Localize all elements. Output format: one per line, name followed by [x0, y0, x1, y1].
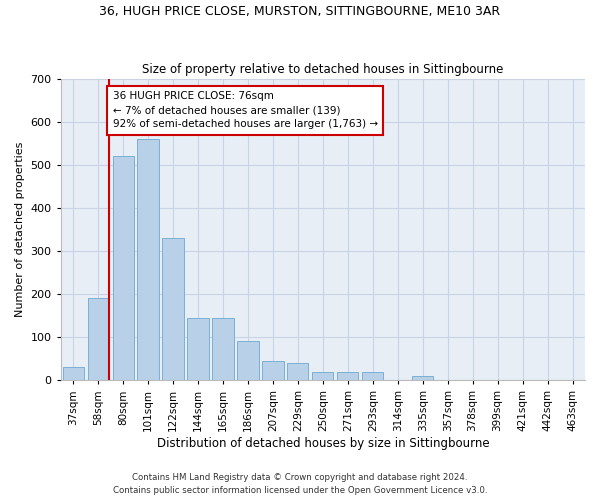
Bar — [287, 363, 308, 380]
Bar — [312, 372, 334, 380]
Text: Contains HM Land Registry data © Crown copyright and database right 2024.
Contai: Contains HM Land Registry data © Crown c… — [113, 474, 487, 495]
Bar — [163, 238, 184, 380]
Bar — [62, 368, 84, 380]
X-axis label: Distribution of detached houses by size in Sittingbourne: Distribution of detached houses by size … — [157, 437, 489, 450]
Bar — [262, 361, 284, 380]
Bar — [113, 156, 134, 380]
Bar — [412, 376, 433, 380]
Bar — [212, 318, 233, 380]
Bar — [137, 139, 159, 380]
Bar — [362, 372, 383, 380]
Bar — [238, 342, 259, 380]
Text: 36 HUGH PRICE CLOSE: 76sqm
← 7% of detached houses are smaller (139)
92% of semi: 36 HUGH PRICE CLOSE: 76sqm ← 7% of detac… — [113, 92, 377, 130]
Text: 36, HUGH PRICE CLOSE, MURSTON, SITTINGBOURNE, ME10 3AR: 36, HUGH PRICE CLOSE, MURSTON, SITTINGBO… — [100, 5, 500, 18]
Bar — [337, 372, 358, 380]
Title: Size of property relative to detached houses in Sittingbourne: Size of property relative to detached ho… — [142, 63, 503, 76]
Bar — [88, 298, 109, 380]
Y-axis label: Number of detached properties: Number of detached properties — [15, 142, 25, 317]
Bar — [187, 318, 209, 380]
